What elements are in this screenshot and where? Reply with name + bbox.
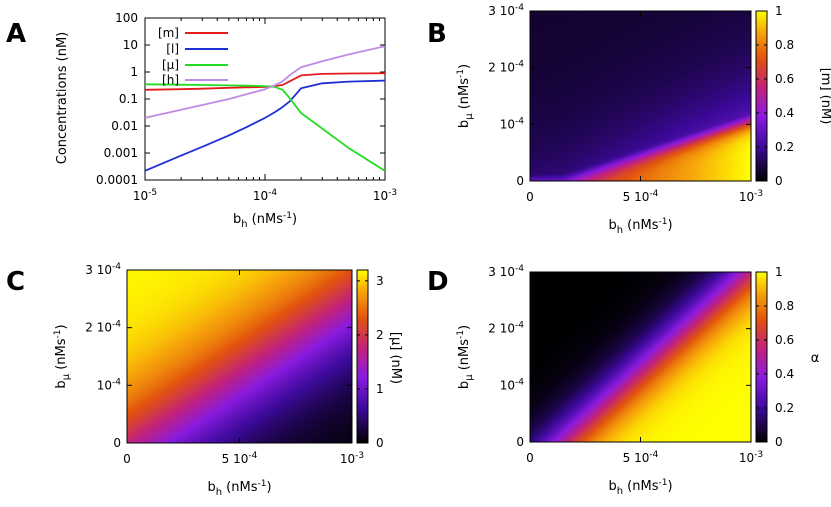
heatmap-b — [530, 11, 751, 181]
b-xlabel: bh (nMs-1) — [608, 217, 672, 236]
b-cbtick-label: 0.6 — [775, 72, 794, 86]
c-xtick-label: 5 10-4 — [222, 451, 258, 466]
panel-d: 0 5 10-4 10-3 0 10-4 2 10-4 3 10-4 0 0.2 0.4 0.6 0.… — [456, 264, 819, 497]
d-cbtick-label: 1 — [775, 265, 783, 279]
c-ytick-label: 10-4 — [97, 377, 122, 392]
b-cbtick-label: 0.4 — [775, 106, 794, 120]
panel-a-legend: [m] [l] [μ] [h] — [158, 26, 228, 87]
panel-b: 0 5 10-4 10-3 0 10-4 2 10-4 3 10-4 0 0.2 0.4 0.6 0.… — [456, 3, 831, 236]
d-ytick-label: 0 — [516, 435, 524, 449]
panel-a-series — [144, 45, 386, 172]
panel-letter-a: A — [6, 19, 26, 49]
b-ytick-label: 2 10-4 — [488, 60, 524, 75]
b-cbtick-label: 1 — [775, 4, 783, 18]
a-ytick-label: 0.01 — [111, 119, 138, 133]
c-ylabel: bμ (nMs-1) — [53, 324, 72, 388]
d-cbtick-label: 0 — [775, 435, 783, 449]
a-xtick-1e-5: 10-5 — [133, 188, 157, 203]
d-ytick-label: 10-4 — [500, 377, 525, 392]
heatmap-d — [530, 272, 751, 442]
b-ytick-label: 10-4 — [500, 116, 525, 131]
c-ytick-label: 2 10-4 — [85, 320, 121, 335]
colorbar-d — [755, 271, 768, 443]
b-cbtick-label: 0 — [775, 174, 783, 188]
a-ytick-label: 10 — [123, 38, 138, 52]
c-cbtick-label: 1 — [376, 382, 384, 396]
a-xlabel: bh (nMs-1) — [233, 211, 297, 230]
c-cbtick-label: 0 — [376, 436, 384, 450]
b-colorbar-label: [m] (nM) — [818, 68, 831, 125]
b-ytick-label: 0 — [516, 174, 524, 188]
panel-b-ticks: 0 5 10-4 10-3 0 10-4 2 10-4 3 10-4 0 0.2 0.4 0.6 0.… — [456, 3, 794, 236]
c-ytick-label: 3 10-4 — [85, 262, 121, 277]
d-xtick-label: 0 — [526, 451, 534, 465]
c-xtick-label: 0 — [123, 452, 131, 466]
panel-c-ticks: 0 5 10-4 10-3 0 10-4 2 10-4 3 10-4 0 1 2 3 bh (nMs-… — [53, 262, 384, 498]
d-ylabel: bμ (nMs-1) — [456, 325, 475, 389]
heatmap-c — [127, 270, 352, 443]
d-cbtick-label: 0.2 — [775, 401, 794, 415]
panel-a-ticks: 0.0001 0.001 0.01 0.1 1 10 100 — [96, 11, 386, 187]
a-xtick-1e-4: 10-4 — [253, 188, 278, 203]
d-xtick-label: 10-3 — [739, 450, 763, 465]
a-ytick-label: 0.001 — [104, 146, 138, 160]
d-colorbar-label: α — [811, 351, 820, 366]
panel-letter-d: D — [427, 267, 449, 297]
a-ytick-label: 100 — [115, 11, 138, 25]
c-ytick-label: 0 — [113, 436, 121, 450]
b-xtick-label: 10-3 — [739, 189, 763, 204]
d-cbtick-label: 0.4 — [775, 367, 794, 381]
colorbar-b — [755, 10, 768, 182]
colorbar-c — [356, 269, 369, 444]
c-colorbar-label: [μ] (nM) — [388, 332, 403, 384]
d-xtick-label: 5 10-4 — [623, 450, 659, 465]
a-xtick-1e-3: 10-3 — [373, 188, 397, 203]
legend-label-mu: [μ] — [162, 58, 179, 72]
d-xlabel: bh (nMs-1) — [608, 478, 672, 497]
panel-c: 0 5 10-4 10-3 0 10-4 2 10-4 3 10-4 0 1 2 3 bh (nMs-… — [53, 262, 403, 498]
a-ytick-label: 0.0001 — [96, 173, 138, 187]
legend-label-l: [l] — [166, 42, 179, 56]
panel-d-ticks: 0 5 10-4 10-3 0 10-4 2 10-4 3 10-4 0 0.2 0.4 0.6 0.… — [456, 264, 794, 497]
series-line-l — [144, 79, 386, 172]
c-xlabel: bh (nMs-1) — [207, 479, 271, 498]
d-cbtick-label: 0.8 — [775, 299, 794, 313]
panel-letter-b: B — [427, 19, 447, 49]
d-ytick-label: 2 10-4 — [488, 321, 524, 336]
b-ytick-label: 3 10-4 — [488, 3, 524, 18]
panel-letter-c: C — [6, 267, 25, 297]
b-xtick-label: 5 10-4 — [623, 189, 659, 204]
a-ytick-label: 0.1 — [119, 92, 138, 106]
d-ytick-label: 3 10-4 — [488, 264, 524, 279]
legend-label-h: [h] — [162, 73, 179, 87]
legend-label-m: [m] — [158, 26, 179, 40]
panel-a: 0.0001 0.001 0.01 0.1 1 10 100 [m] [l] [μ] [h]… — [55, 11, 397, 230]
c-cbtick-label: 3 — [376, 274, 384, 288]
d-cbtick-label: 0.6 — [775, 333, 794, 347]
a-ylabel: Concentrations (nM) — [55, 32, 70, 164]
series-line-h — [144, 45, 386, 119]
b-cbtick-label: 0.2 — [775, 140, 794, 154]
c-xtick-label: 10-3 — [340, 451, 364, 466]
b-ylabel: bμ (nMs-1) — [456, 64, 475, 128]
b-cbtick-label: 0.8 — [775, 38, 794, 52]
c-cbtick-label: 2 — [376, 328, 384, 342]
a-ytick-label: 1 — [130, 65, 138, 79]
series-line-mu — [144, 83, 386, 172]
b-xtick-label: 0 — [526, 190, 534, 204]
